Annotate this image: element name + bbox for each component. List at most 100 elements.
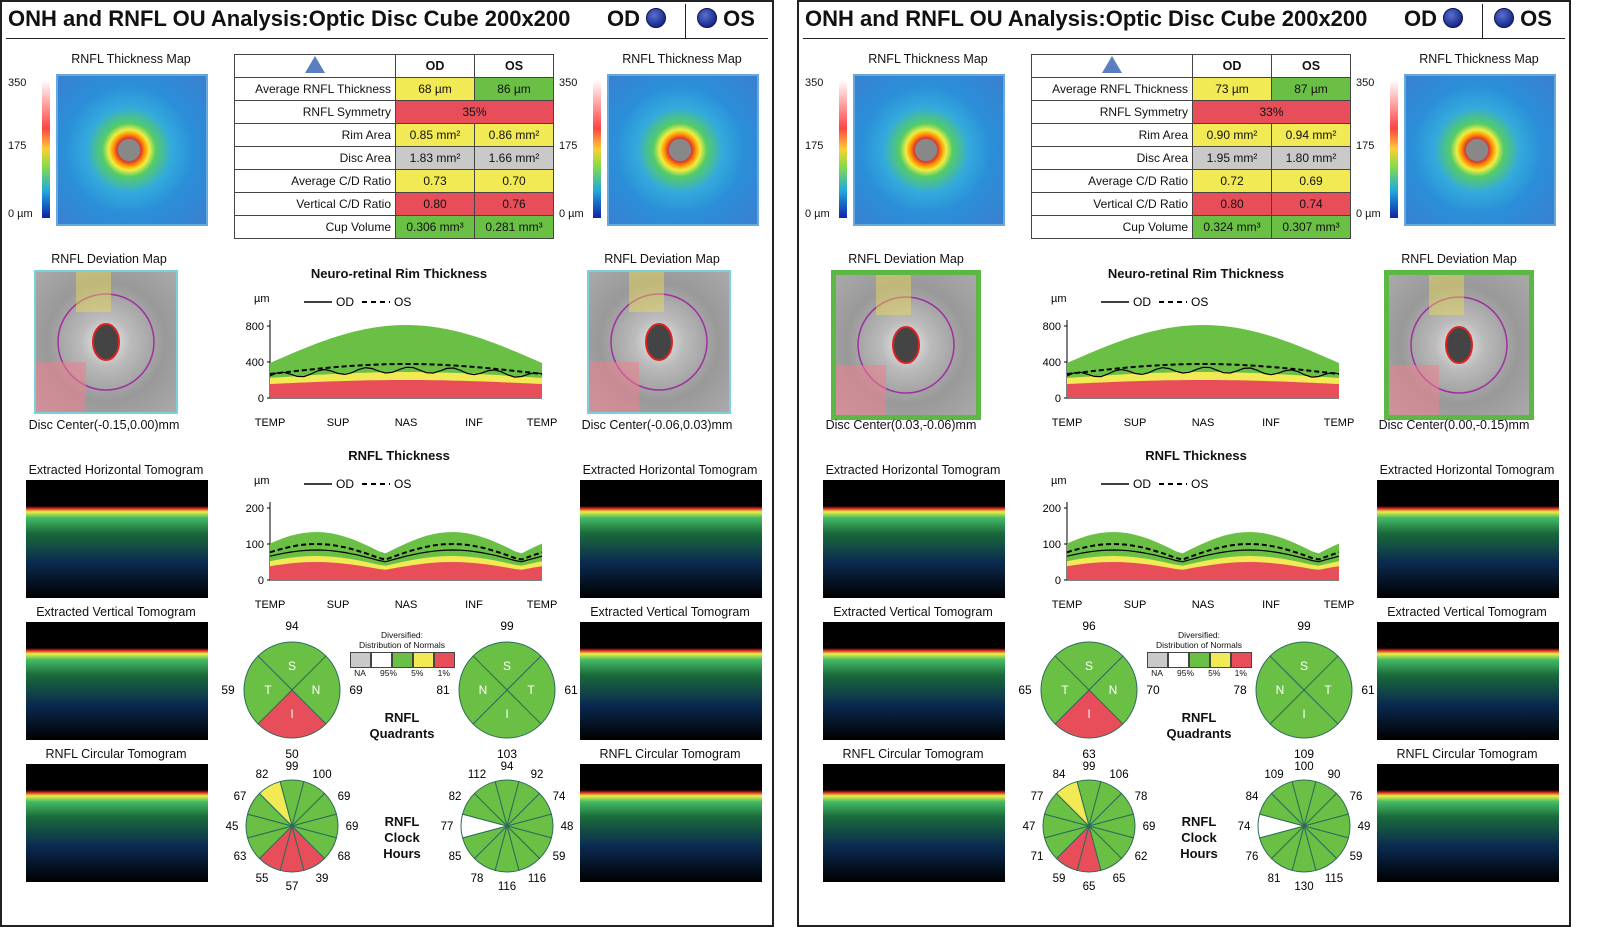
clock-value: 62 (1135, 851, 1148, 863)
od-deviation-map-title: RNFL Deviation Map (51, 252, 167, 266)
rnfl-thickness-title: RNFL Thickness (348, 448, 450, 463)
clock-value: 71 (1031, 851, 1044, 863)
od-thickness-map-scale-label: 350 (805, 77, 824, 89)
metric-value-os: 0.74 (1271, 192, 1351, 216)
quadrant-value-T: 61 (1361, 683, 1375, 697)
clock-value: 74 (553, 791, 566, 803)
clock-value: 49 (1358, 821, 1371, 833)
legend-od-label: OD (336, 295, 354, 309)
clock-value: 112 (468, 769, 486, 781)
quadrant-letter: T (1061, 683, 1069, 697)
metrics-table: OD OS Average RNFL Thickness 73 µm 87 µm RNFL… (1031, 54, 1351, 239)
clock-value: 77 (1031, 791, 1044, 803)
rim-thickness-xtick: SUP (1124, 417, 1147, 429)
rim-thickness-ytick: 0 (258, 393, 264, 405)
legend-swatch (412, 652, 434, 668)
od-eye-icon (646, 8, 667, 28)
clock-value: 77 (441, 821, 454, 833)
legend-os-label: OS (394, 477, 411, 491)
metric-value-os: 0.281 mm³ (474, 215, 554, 239)
clock-label-line1: RNFL (384, 814, 420, 829)
quadrant-sector-I (257, 689, 327, 739)
rnfl-thickness-ytick: 0 (1055, 575, 1061, 587)
clock-value: 106 (1109, 769, 1128, 781)
legend-swatches (347, 652, 457, 668)
od-thickness-map-scale-label: 0 µm (805, 208, 830, 220)
clock-hours-label: RNFL Clock Hours (352, 814, 452, 862)
clock-value: 130 (1294, 881, 1313, 893)
clock-value: 109 (1264, 769, 1283, 781)
rnfl-thickness-xtick: NAS (395, 599, 418, 611)
clock-sector (258, 780, 293, 828)
clock-value: 65 (1083, 881, 1096, 893)
quadrant-sector-I (472, 689, 542, 739)
legend-swatch (1230, 652, 1252, 668)
od-deviation-map-overlay (36, 272, 155, 412)
header-rule (6, 38, 768, 39)
legend-od-label: OD (1133, 295, 1151, 309)
os-circular-tomogram-image (580, 764, 762, 882)
metric-value-od: 68 µm (395, 77, 475, 101)
od-deviation-map-disc-center: Disc Center(-0.15,0.00)mm (28, 418, 180, 432)
clock-value: 100 (312, 769, 331, 781)
quadrant-sector-N (1088, 655, 1138, 725)
quadrant-sector-T (506, 655, 556, 725)
quadrant-letter: N (1276, 683, 1285, 697)
table-row: Average RNFL Thickness 73 µm 87 µm (1031, 77, 1351, 101)
quadrant-sector-T (243, 655, 293, 725)
table-row: RNFL Symmetry 33% (1031, 100, 1351, 124)
quadrant-letter: I (1087, 707, 1090, 721)
legend-swatches (1144, 652, 1254, 668)
od-circular-tomogram-image (26, 764, 208, 882)
os-thickness-map-scale-label: 175 (559, 140, 578, 152)
clock-value: 116 (528, 873, 546, 885)
clock-label-line3: Hours (383, 846, 421, 861)
clock-value: 76 (1246, 851, 1259, 863)
quadrant-sector-I (1269, 689, 1339, 739)
clock-value: 84 (1246, 791, 1259, 803)
report-title: ONH and RNFL OU Analysis:Optic Disc Cube… (8, 6, 571, 31)
rim-thickness-ytick: 400 (1043, 357, 1061, 369)
os-thickness-map-color-scale (593, 80, 601, 218)
rnfl-thickness-legend: OD OS (1101, 477, 1208, 491)
os-deviation-map-disc-center: Disc Center(0.00,-0.15)mm (1378, 418, 1530, 432)
clock-value: 67 (234, 791, 247, 803)
os-column-header: OS (474, 54, 554, 78)
metric-value-os: 0.69 (1271, 169, 1351, 193)
od-deviation-map-disc-center: Disc Center(0.03,-0.06)mm (825, 418, 977, 432)
os-deviation-map-overlay (1389, 275, 1508, 415)
os-eye-indicator: OS (1494, 6, 1552, 32)
rnfl-thickness-legend: OD OS (304, 477, 411, 491)
metric-value-od: 0.80 (395, 192, 475, 216)
report-title: ONH and RNFL OU Analysis:Optic Disc Cube… (805, 6, 1368, 31)
os-horizontal-tomogram-image (580, 480, 762, 598)
clock-value: 99 (1083, 761, 1096, 773)
od-vertical-tomogram-image (823, 622, 1005, 740)
od-circular-tomogram-title: RNFL Circular Tomogram (45, 747, 187, 761)
od-label: OD (607, 6, 640, 31)
od-circular-tomogram-image (823, 764, 1005, 882)
table-row: RNFL Symmetry 35% (234, 100, 554, 124)
quadrants-label: RNFL Quadrants (1149, 710, 1249, 742)
rim-thickness-ytick: 800 (246, 321, 264, 333)
clock-value: 84 (1053, 769, 1066, 781)
legend-label-p95: 95% (380, 668, 398, 678)
os-deviation-map-disc-center: Disc Center(-0.06,0.03)mm (581, 418, 733, 432)
clock-value: 82 (256, 769, 269, 781)
metric-name: Rim Area (234, 123, 396, 147)
os-thickness-map-scale-label: 0 µm (1356, 208, 1381, 220)
quadrants-label-line2: Quadrants (369, 726, 435, 741)
quadrant-value-I: 63 (1082, 747, 1096, 761)
quadrant-sector-N (291, 655, 341, 725)
rim-thickness-xtick: SUP (327, 417, 350, 429)
od-horizontal-tomogram-image (26, 480, 208, 598)
quadrant-letter: I (290, 707, 293, 721)
rnfl-thickness-xtick: INF (1262, 599, 1280, 611)
quadrant-value-T: 65 (1018, 683, 1032, 697)
quadrant-letter: S (1085, 659, 1093, 673)
rnfl-thickness-ytick: 200 (1043, 503, 1061, 515)
legend-label-p5: 5% (411, 668, 424, 678)
legend-swatch (1146, 652, 1168, 668)
os-horizontal-tomogram-title: Extracted Horizontal Tomogram (1379, 463, 1555, 477)
quadrant-letter: S (1300, 659, 1308, 673)
